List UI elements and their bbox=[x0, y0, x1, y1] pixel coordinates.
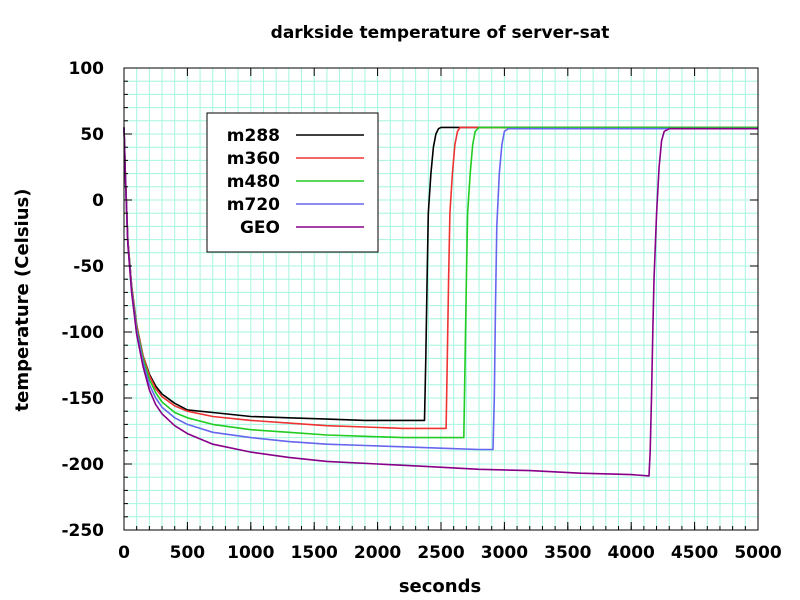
y-tick-label: -250 bbox=[61, 521, 104, 541]
legend-label-m288: m288 bbox=[227, 126, 280, 146]
y-tick-label: 0 bbox=[92, 191, 104, 211]
x-tick-label: 2000 bbox=[354, 543, 401, 563]
legend-label-m720: m720 bbox=[227, 195, 280, 215]
x-tick-label: 3500 bbox=[544, 543, 591, 563]
x-tick-label: 5000 bbox=[734, 543, 781, 563]
x-tick-label: 0 bbox=[118, 543, 130, 563]
y-tick-label: -200 bbox=[61, 455, 104, 475]
y-tick-label: -150 bbox=[61, 389, 104, 409]
chart-title: darkside temperature of server-sat bbox=[271, 23, 610, 43]
y-tick-label: -50 bbox=[73, 257, 104, 277]
x-tick-label: 4000 bbox=[608, 543, 655, 563]
x-tick-label: 500 bbox=[170, 543, 206, 563]
y-tick-label: 50 bbox=[80, 125, 104, 145]
y-tick-label: -100 bbox=[61, 323, 104, 343]
legend-label-geo: GEO bbox=[240, 218, 280, 238]
legend-box bbox=[206, 112, 379, 253]
axis-ticks bbox=[123, 67, 759, 531]
y-axis-label: temperature (Celsius) bbox=[12, 189, 33, 412]
x-tick-label: 3000 bbox=[481, 543, 528, 563]
tick-labels: 0 500 1000 1500 2000 2500 3000 3500 4000 4500 5000… bbox=[61, 59, 781, 563]
series-line-geo bbox=[123, 127, 758, 477]
x-tick-label: 1000 bbox=[227, 543, 274, 563]
x-axis-label: seconds bbox=[399, 576, 481, 597]
x-tick-label: 4500 bbox=[671, 543, 718, 563]
legend-label-m480: m480 bbox=[227, 172, 280, 192]
x-tick-label: 1500 bbox=[291, 543, 338, 563]
series-lines bbox=[123, 126, 758, 477]
y-tick-label: 100 bbox=[69, 59, 105, 79]
x-tick-label: 2500 bbox=[417, 543, 464, 563]
legend: m288 m360 m480 m720 GEO bbox=[206, 112, 379, 253]
legend-items: m288 m360 m480 m720 GEO bbox=[227, 126, 364, 238]
legend-label-m360: m360 bbox=[227, 149, 280, 169]
